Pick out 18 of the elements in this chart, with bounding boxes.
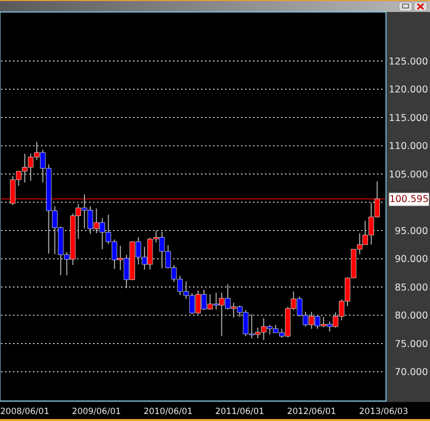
y-tick-label: 120.000 bbox=[388, 84, 428, 96]
y-tick-label: 95.000 bbox=[394, 226, 428, 237]
y-tick-label: 80.000 bbox=[394, 310, 428, 322]
x-tick-label: 2010/06/01 bbox=[144, 407, 193, 417]
x-tick-label: 2013/06/03 bbox=[359, 407, 408, 417]
y-tick-label: 115.000 bbox=[388, 112, 428, 124]
y-tick-label: 125.000 bbox=[388, 56, 428, 68]
x-tick-label: 2009/06/01 bbox=[72, 407, 121, 417]
x-tick-label: 2012/06/01 bbox=[287, 407, 336, 417]
y-tick-label: 70.000 bbox=[394, 367, 428, 378]
ref-line-label: 100.595 bbox=[389, 194, 429, 206]
y-tick-label: 90.000 bbox=[394, 254, 428, 266]
y-tick-label: 110.000 bbox=[388, 141, 428, 152]
x-tick-label: 2011/06/01 bbox=[215, 407, 264, 417]
x-tick-label: 2008/06/01 bbox=[0, 407, 50, 417]
y-tick-label: 75.000 bbox=[394, 338, 428, 350]
y-tick-label: 105.000 bbox=[388, 169, 428, 180]
y-tick-label: 85.000 bbox=[394, 282, 428, 294]
